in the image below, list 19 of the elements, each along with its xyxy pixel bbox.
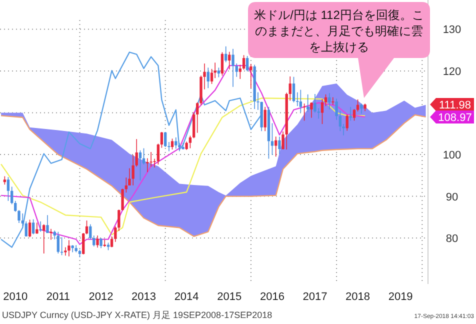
y-tick-label: 120: [442, 66, 462, 78]
x-tick-label: 2015: [217, 291, 242, 303]
y-tick-label: 100: [442, 150, 462, 162]
x-tick-label: 2019: [388, 291, 413, 303]
x-tick-label: 2012: [88, 291, 114, 303]
y-tick-label: 80: [446, 233, 458, 246]
x-tick-label: 2014: [174, 291, 199, 303]
x-tick-label: 2011: [46, 291, 70, 303]
x-tick-label: 2013: [132, 291, 156, 303]
text: USDJPY Curncy (USD-JPY X-RATE) 月足 19SEP2008-17SEP2018: [2, 310, 272, 320]
y-tick-label: 130: [442, 24, 462, 36]
x-tick-label: 2017: [302, 291, 328, 303]
x-tick-label: 2018: [346, 291, 370, 303]
x-tick-label: 2010: [3, 291, 28, 303]
x-tick-label: 2016: [260, 291, 284, 303]
y-tick-label: 90: [446, 191, 458, 204]
text: 111.98: [438, 99, 472, 112]
text: 108.97: [438, 112, 472, 124]
annotation: 米ドル/円は 112円台を回復。このままだと、月足でも明確に雲を上抜ける: [254, 8, 424, 54]
